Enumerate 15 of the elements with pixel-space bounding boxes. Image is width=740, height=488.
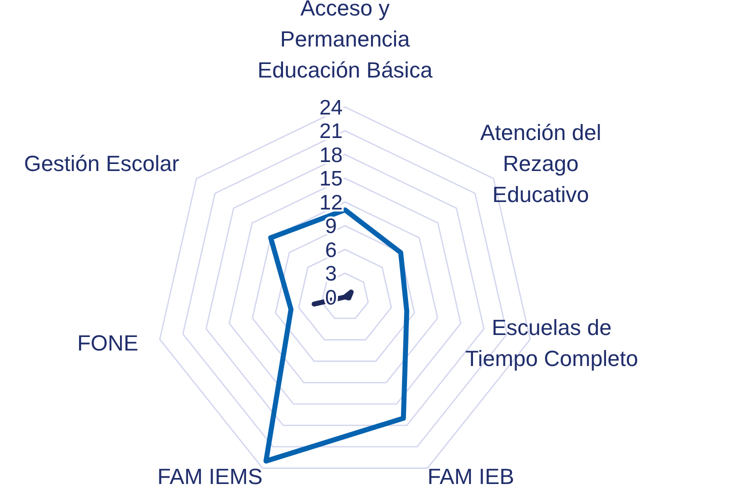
spoke-label: FONE [77, 330, 138, 356]
y-tick-label: 9 [325, 215, 337, 238]
spoke-label: FAM IEMS [157, 464, 263, 488]
spoke-label: Atención del Rezago Educativo [480, 120, 602, 208]
y-tick-label: 18 [319, 144, 343, 167]
y-tick-label: 21 [319, 120, 343, 144]
y-tick-label: 6 [325, 238, 337, 262]
y-tick-label: 24 [319, 96, 343, 120]
spoke-label: FAM IEB [427, 464, 514, 488]
y-tick-label: 15 [319, 168, 343, 191]
y-tick-label: 12 [319, 191, 343, 214]
spoke-label: Acceso y Permanencia Educación Básica [258, 0, 434, 82]
spoke-label: Escuelas de Tiempo Completo [465, 314, 638, 371]
y-tick-label: 3 [325, 262, 337, 286]
spoke-label: Gestión Escolar [24, 151, 180, 176]
